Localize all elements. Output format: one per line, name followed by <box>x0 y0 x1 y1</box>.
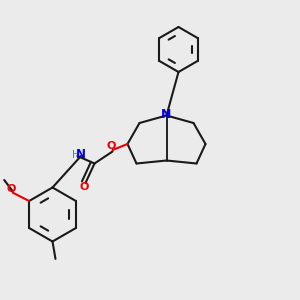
Text: N: N <box>76 148 86 161</box>
Text: N: N <box>161 107 172 121</box>
Text: O: O <box>79 182 89 192</box>
Text: H: H <box>72 149 80 160</box>
Text: O: O <box>106 141 116 152</box>
Text: O: O <box>6 184 16 194</box>
